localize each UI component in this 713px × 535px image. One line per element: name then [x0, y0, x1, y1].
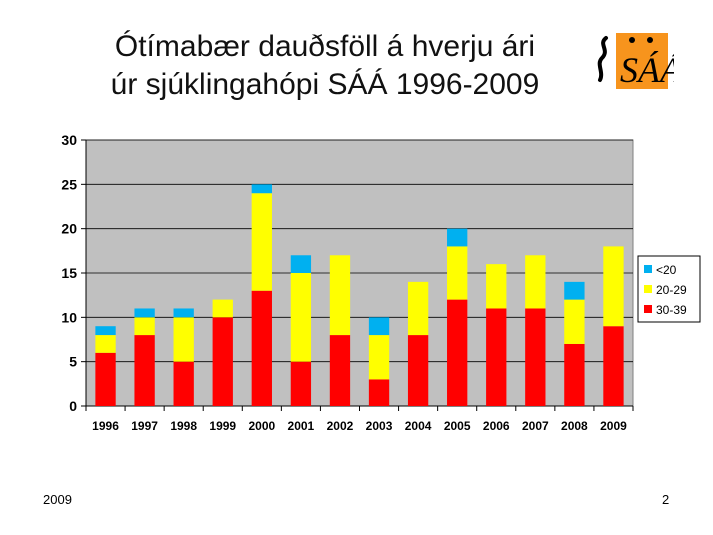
- y-tick-label: 30: [61, 132, 77, 148]
- bar-segment: [290, 255, 312, 273]
- bar-segment: [251, 184, 272, 194]
- y-tick-label: 15: [61, 265, 77, 281]
- bar-segment: [173, 308, 194, 318]
- page-number: 2: [662, 492, 670, 507]
- saa-logo-icon: SÁÁ: [597, 33, 674, 90]
- x-tick-label: 2002: [327, 419, 354, 433]
- x-tick-label: 2000: [248, 419, 275, 433]
- bar-segment: [564, 343, 585, 406]
- bar-segment: [486, 264, 507, 309]
- bar-segment: [525, 308, 546, 406]
- bar-segment: [212, 317, 233, 406]
- title-line-1: Ótímabær dauðsföll á hverju ári: [114, 30, 536, 63]
- y-tick-label: 0: [69, 398, 77, 414]
- bar-segment: [290, 273, 312, 362]
- bar-segment: [407, 281, 429, 336]
- x-tick-label: 2008: [561, 419, 588, 433]
- bar-segment: [134, 308, 155, 318]
- bar-segment: [486, 308, 507, 406]
- bar-segment: [329, 255, 351, 336]
- saa-logo-text: SÁÁ: [620, 50, 674, 90]
- bar-segment: [564, 281, 585, 300]
- x-tick-label: 1999: [209, 419, 236, 433]
- bar-segment: [368, 379, 390, 406]
- x-tick-label: 2009: [600, 419, 627, 433]
- bar-segment: [564, 299, 585, 344]
- x-tick-label: 2006: [483, 419, 510, 433]
- legend-swatch: [644, 265, 652, 273]
- bar-segment: [329, 335, 351, 406]
- footer-year: 2009: [43, 492, 72, 507]
- bar-segment: [173, 317, 194, 362]
- x-tick-label: 2005: [444, 419, 471, 433]
- x-tick-label: 2007: [522, 419, 549, 433]
- legend-label: 30-39: [656, 303, 687, 317]
- bar-segment: [603, 246, 624, 327]
- x-tick-label: 2004: [405, 419, 432, 433]
- title-line-2: úr sjúklingahópi SÁÁ 1996-2009: [110, 68, 540, 101]
- y-tick-label: 25: [61, 176, 77, 192]
- slide-title: Ótímabær dauðsföll á hverju ári úr sjúkl…: [40, 28, 610, 104]
- legend-swatch: [644, 305, 652, 313]
- bar-segment: [290, 361, 312, 406]
- bar-segment: [525, 255, 546, 309]
- bar-segment: [407, 335, 429, 406]
- bar-segment: [251, 193, 272, 291]
- bar-segment: [134, 317, 155, 336]
- bar-segment: [447, 299, 468, 406]
- bar-segment: [368, 317, 390, 336]
- y-tick-label: 5: [69, 354, 77, 370]
- x-tick-label: 2003: [366, 419, 393, 433]
- y-tick-label: 10: [61, 309, 77, 325]
- bar-segment: [447, 228, 468, 247]
- x-tick-label: 1996: [92, 419, 119, 433]
- bar-segment: [212, 299, 233, 318]
- bar-segment: [95, 352, 116, 406]
- y-tick-label: 20: [61, 221, 77, 237]
- bar-segment: [447, 246, 468, 300]
- legend-swatch: [644, 285, 652, 293]
- legend-label: <20: [656, 263, 677, 277]
- bar-segment: [368, 335, 390, 380]
- x-tick-label: 2001: [288, 419, 315, 433]
- x-tick-label: 1997: [131, 419, 158, 433]
- bar-segment: [134, 335, 155, 406]
- bar-segment: [251, 290, 272, 406]
- x-tick-label: 1998: [170, 419, 197, 433]
- legend-label: 20-29: [656, 283, 687, 297]
- bar-segment: [95, 326, 116, 336]
- bar-segment: [95, 335, 116, 353]
- bar-segment: [173, 361, 194, 406]
- bar-segment: [603, 326, 624, 406]
